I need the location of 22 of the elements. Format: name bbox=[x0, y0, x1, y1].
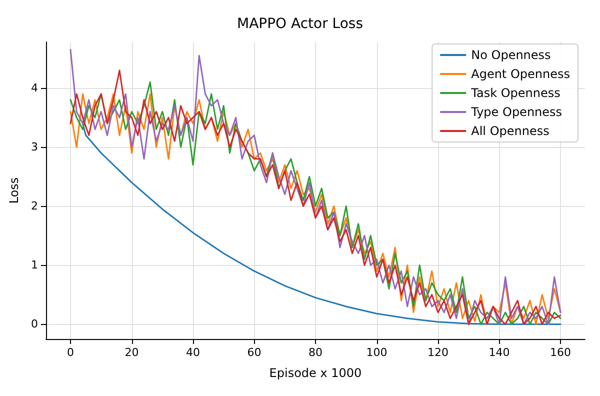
x-tick-label: 0 bbox=[67, 346, 74, 359]
legend-label: All Openness bbox=[471, 124, 550, 138]
x-tick-label: 100 bbox=[366, 346, 388, 359]
y-tick-label: 4 bbox=[31, 82, 38, 95]
y-axis-title: Loss bbox=[7, 177, 21, 204]
x-tick-label: 160 bbox=[550, 346, 571, 359]
x-tick-label: 20 bbox=[124, 346, 139, 359]
legend-label: Task Openness bbox=[470, 86, 560, 100]
y-tick-label: 1 bbox=[31, 258, 38, 272]
y-tick-label: 3 bbox=[31, 140, 38, 154]
x-tick-label: 120 bbox=[428, 346, 448, 359]
x-tick-label: 80 bbox=[308, 346, 322, 359]
legend-label: Type Openness bbox=[470, 105, 562, 119]
chart-title: MAPPO Actor Loss bbox=[236, 16, 364, 32]
x-axis-title: Episode x 1000 bbox=[269, 366, 362, 380]
x-tick-label: 140 bbox=[488, 346, 510, 359]
x-tick-label: 40 bbox=[186, 346, 200, 359]
legend-label: Agent Openness bbox=[471, 67, 570, 81]
x-tick-label: 60 bbox=[247, 346, 262, 359]
y-tick-label: 2 bbox=[31, 200, 38, 213]
legend-label: No Openness bbox=[471, 48, 551, 62]
y-tick-label: 0 bbox=[31, 318, 38, 331]
